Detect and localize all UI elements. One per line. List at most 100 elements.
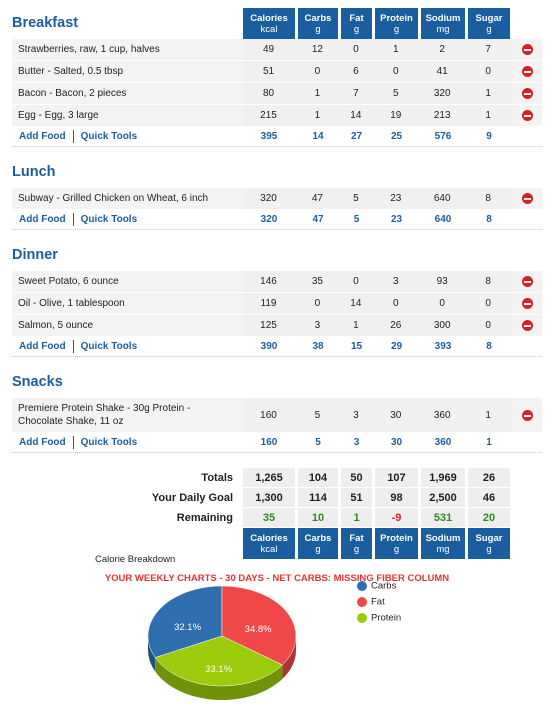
quick-tools-link[interactable]: Quick Tools <box>72 213 137 226</box>
delete-icon[interactable] <box>521 66 533 77</box>
food-value: 51 <box>242 61 298 82</box>
meal-header: Dinner <box>12 238 542 266</box>
add-food-link[interactable]: Add Food <box>19 341 66 352</box>
delete-button[interactable] <box>512 293 542 314</box>
food-value: 23 <box>374 188 421 209</box>
legend-swatch <box>357 613 367 623</box>
summary-value: 51 <box>341 488 372 508</box>
column-header: Sugar g <box>468 8 510 39</box>
column-unit: g <box>353 23 360 35</box>
food-value: 300 <box>420 315 468 336</box>
summary-value: 1,265 <box>243 468 295 488</box>
meal-total: 23 <box>390 214 403 225</box>
food-value: 14 <box>340 293 375 314</box>
footer-header: Calories kcal Carbs g Fat g Protein g Sodium mg Su… <box>12 528 542 559</box>
meal-total: 8 <box>486 214 492 225</box>
delete-icon[interactable] <box>521 44 533 55</box>
delete-button[interactable] <box>512 105 542 126</box>
spacer <box>12 453 542 468</box>
food-value: 0 <box>467 315 513 336</box>
meal-total: 3 <box>353 437 360 448</box>
summary-row: Your Daily Goal 1,300 114 51 98 2,500 46 <box>12 488 542 508</box>
delete-button[interactable] <box>512 271 542 292</box>
food-value: 0 <box>467 61 513 82</box>
delete-icon[interactable] <box>521 193 533 204</box>
food-value: 7 <box>340 83 375 104</box>
meal-total: 25 <box>390 131 403 142</box>
delete-button[interactable] <box>512 188 542 209</box>
delete-icon[interactable] <box>521 298 533 309</box>
food-value: 0 <box>467 293 513 314</box>
meal-total: 38 <box>312 341 324 352</box>
delete-icon[interactable] <box>521 320 533 331</box>
column-name: Sugar <box>475 532 503 544</box>
food-value: 19 <box>374 105 421 126</box>
meal-total: 5 <box>315 437 321 448</box>
food-row: Strawberries, raw, 1 cup, halves 49 12 0 1 2 7 <box>12 39 542 61</box>
food-name: Subway - Grilled Chicken on Wheat, 6 inc… <box>18 193 209 204</box>
summary-value: 1,969 <box>421 468 465 488</box>
delete-button[interactable] <box>512 61 542 82</box>
food-value: 1 <box>297 83 341 104</box>
column-name: Sodium <box>425 12 461 24</box>
food-name: Sweet Potato, 6 ounce <box>18 276 119 287</box>
add-food-link[interactable]: Add Food <box>19 437 66 448</box>
column-name: Sugar <box>475 12 503 24</box>
column-header: Sodium mg <box>421 528 465 559</box>
slice-label: 33.1% <box>205 664 232 675</box>
food-value: 8 <box>467 271 513 292</box>
delete-button[interactable] <box>512 398 542 432</box>
food-value: 1 <box>467 105 513 126</box>
quick-tools-link[interactable]: Quick Tools <box>72 436 137 449</box>
column-name: Fat <box>349 12 364 24</box>
food-value: 125 <box>242 315 298 336</box>
column-name: Fat <box>349 532 364 544</box>
meal-total: 27 <box>350 131 363 142</box>
delete-button[interactable] <box>512 315 542 336</box>
food-row: Subway - Grilled Chicken on Wheat, 6 inc… <box>12 188 542 210</box>
delete-icon[interactable] <box>521 276 533 287</box>
meal-header: Breakfast Calories kcal Carbs g Fat g Protein g S… <box>12 8 542 39</box>
food-value: 1 <box>297 105 341 126</box>
meal-totals: Add Food Quick Tools 160 5 3 30 360 1 <box>12 433 542 453</box>
diary-table: Breakfast Calories kcal Carbs g Fat g Protein g S… <box>12 8 542 584</box>
add-food-link[interactable]: Add Food <box>19 131 66 142</box>
food-value: 12 <box>297 39 341 60</box>
summary-value: 26 <box>468 468 510 488</box>
meal-total: 30 <box>390 437 403 448</box>
slice-side <box>282 636 296 679</box>
column-header: Calories kcal <box>243 8 295 39</box>
quick-tools-link[interactable]: Quick Tools <box>72 130 137 143</box>
column-name: Protein <box>380 12 413 24</box>
delete-icon[interactable] <box>521 110 533 121</box>
quick-tools-link[interactable]: Quick Tools <box>72 340 137 353</box>
add-food-link[interactable]: Add Food <box>19 214 66 225</box>
food-value: 1 <box>340 315 375 336</box>
meal-header: Lunch <box>12 155 542 183</box>
meal-totals: Add Food Quick Tools 390 38 15 29 393 8 <box>12 337 542 357</box>
delete-button[interactable] <box>512 39 542 60</box>
food-value: 80 <box>242 83 298 104</box>
slice-label: 32.1% <box>174 622 201 633</box>
delete-icon[interactable] <box>521 409 533 421</box>
summary-value: 1,300 <box>243 488 295 508</box>
legend-swatch <box>357 581 367 591</box>
summary-value: 1 <box>341 508 372 528</box>
meal-total: 15 <box>350 341 363 352</box>
food-value: 0 <box>340 39 375 60</box>
food-value: 47 <box>297 188 341 209</box>
food-value: 93 <box>420 271 468 292</box>
column-header: Protein g <box>375 8 418 39</box>
food-value: 3 <box>340 398 375 432</box>
meal-total: 47 <box>312 214 324 225</box>
food-value: 0 <box>374 293 421 314</box>
delete-icon[interactable] <box>521 88 533 99</box>
summary-value: 98 <box>375 488 418 508</box>
delete-button[interactable] <box>512 83 542 104</box>
food-value: 5 <box>297 398 341 432</box>
slice-label: 34.8% <box>245 624 272 635</box>
weekly-charts-link[interactable]: YOUR WEEKLY CHARTS - 30 DAYS - NET CARBS… <box>104 573 450 584</box>
food-row: Premiere Protein Shake - 30g Protein - C… <box>12 398 542 433</box>
meal-total: 390 <box>260 341 278 352</box>
